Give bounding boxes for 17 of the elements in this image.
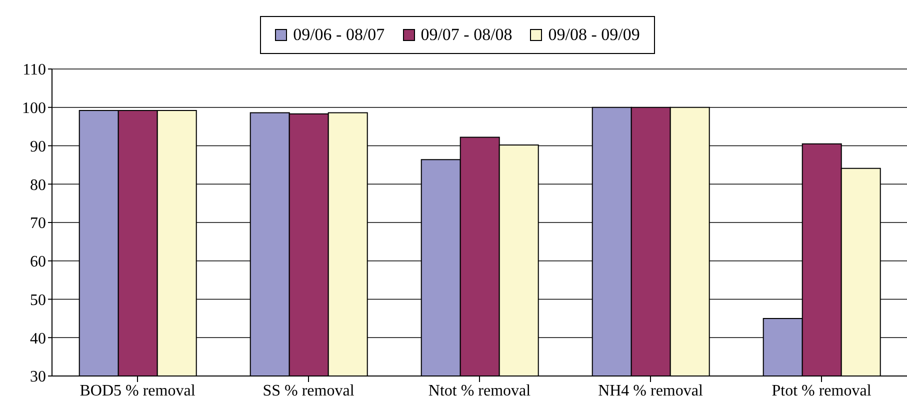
legend-label: 09/06 - 08/07 [293, 25, 385, 45]
y-tick-label: 110 [22, 62, 46, 79]
y-tick-label: 100 [22, 100, 46, 118]
y-tick-label: 80 [30, 176, 46, 194]
legend-label: 09/08 - 09/09 [548, 25, 640, 45]
x-tick-label: BOD5 % removal [80, 382, 196, 400]
y-tick-label: 90 [30, 138, 46, 156]
legend-label: 09/07 - 08/08 [420, 25, 512, 45]
y-tick-label: 70 [30, 215, 46, 232]
y-tick-label: 50 [30, 292, 46, 309]
x-tick-label: Ptot % removal [772, 382, 872, 400]
x-tick-label: SS % removal [262, 382, 355, 400]
y-tick-label: 30 [30, 368, 46, 386]
x-tick-label: Ntot % removal [428, 382, 532, 400]
x-tick-label: NH4 % removal [598, 382, 704, 400]
y-tick-label: 60 [30, 254, 46, 271]
y-tick-label: 40 [30, 330, 46, 348]
